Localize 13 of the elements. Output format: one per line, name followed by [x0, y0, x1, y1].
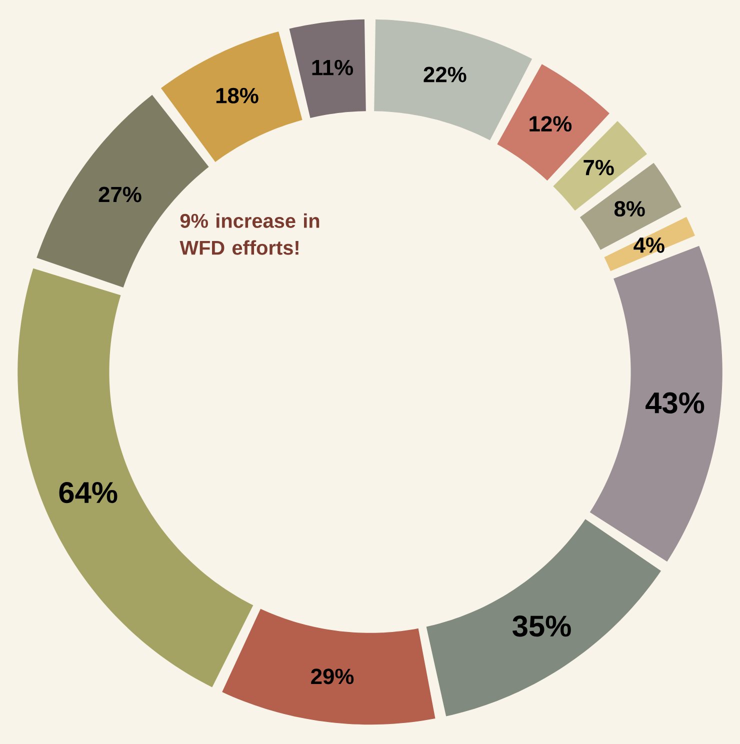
data-label: 12% [530, 116, 572, 132]
data-label: 64% [59, 482, 118, 504]
text: 9% increase in WFD efforts! [180, 213, 320, 255]
data-label: 11% [312, 60, 354, 76]
data-label: 27% [98, 186, 142, 202]
data-label: 29% [311, 668, 354, 684]
data-label: 7% [584, 160, 614, 176]
data-label: 43% [646, 392, 704, 414]
data-label: 8% [614, 201, 645, 217]
data-label: 35% [512, 616, 571, 637]
data-label: 4% [634, 237, 664, 253]
data-label: 18% [216, 88, 258, 104]
data-label: 22% [424, 66, 466, 82]
